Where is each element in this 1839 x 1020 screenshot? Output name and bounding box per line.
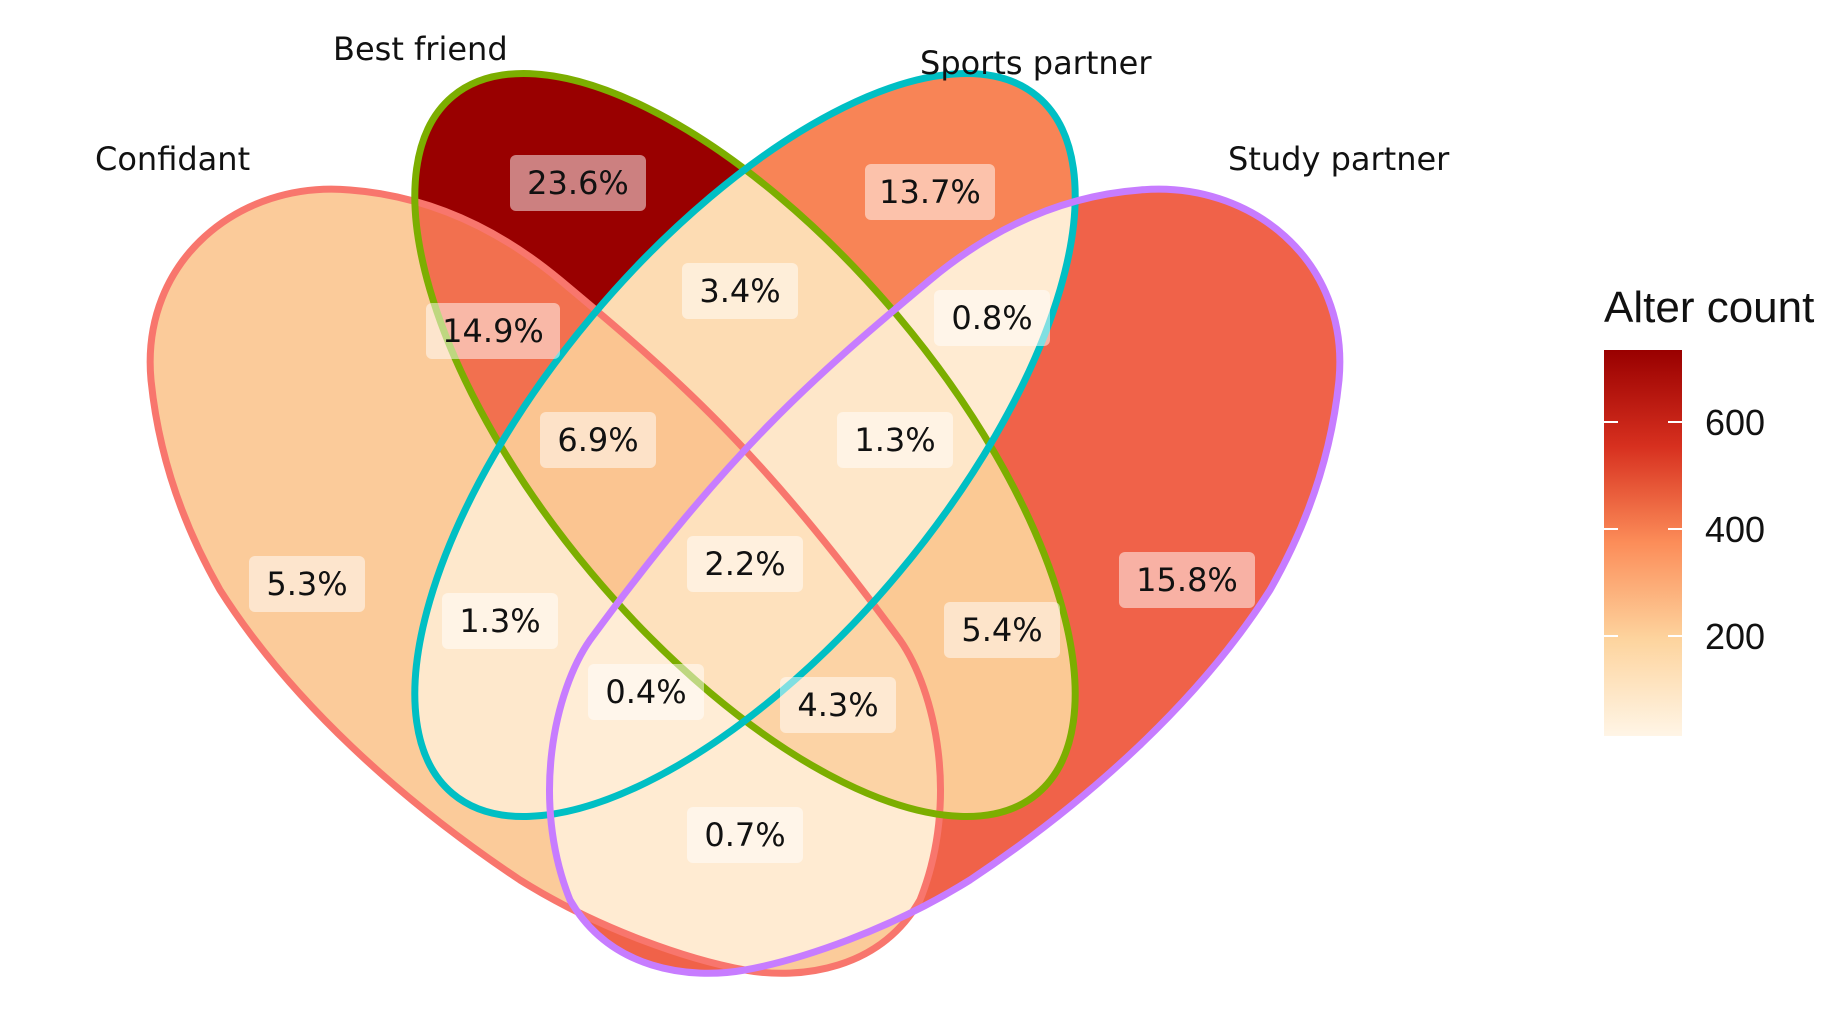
region-label-confidant-best-friend-sports-partner: 6.9% xyxy=(557,421,638,459)
region-label-confidant-best-friend: 14.9% xyxy=(442,312,544,350)
region-label-confidant-sports-partner: 1.3% xyxy=(459,602,540,640)
legend-colorbar xyxy=(1604,350,1682,736)
region-label-best-friend: 23.6% xyxy=(527,164,629,202)
region-label-bg xyxy=(687,536,803,592)
region-label-confidant-study-partner: 0.7% xyxy=(704,816,785,854)
legend-tick-600: 600 xyxy=(1705,402,1765,443)
region-labels: 5.3% 23.6% 13.7% 15.8% 14.9% 3.4% 0.8% 6.9% 1.3%… xyxy=(249,155,1255,863)
legend-tick-marks xyxy=(1604,421,1682,637)
outline-study-partner xyxy=(546,185,1344,977)
set-label-confidant: Confidant xyxy=(95,140,250,178)
region-label-bg xyxy=(934,290,1050,346)
region-label-bg xyxy=(1119,552,1255,608)
region-label-confidant-best-friend-sports-partner-study-partner: 2.2% xyxy=(704,545,785,583)
region-label-bg xyxy=(687,807,803,863)
outline-sports-partner xyxy=(411,69,1079,821)
region-label-bg xyxy=(588,664,704,720)
outline-best-friend xyxy=(411,69,1079,821)
region-label-bg xyxy=(442,593,558,649)
set-label-best-friend: Best friend xyxy=(333,30,508,68)
region-label-confidant-sports-partner-study-partner: 0.4% xyxy=(605,673,686,711)
region-label-bg xyxy=(426,303,560,359)
region-label-bg xyxy=(837,412,953,468)
region-label-sports-partner: 13.7% xyxy=(879,173,981,211)
region-label-best-friend-sports-partner-study-partner: 1.3% xyxy=(854,421,935,459)
set-outlines xyxy=(146,69,1344,977)
region-label-bg xyxy=(682,263,798,319)
region-label-best-friend-sports-partner: 3.4% xyxy=(699,272,780,310)
region-label-confidant: 5.3% xyxy=(266,565,347,603)
region-label-confidant-best-friend-study-partner: 4.3% xyxy=(797,686,878,724)
region-label-bg xyxy=(249,556,365,612)
legend-tick-200: 200 xyxy=(1705,616,1765,657)
region-label-bg xyxy=(780,677,896,733)
legend-tick-400: 400 xyxy=(1705,509,1765,550)
legend-title: Alter count xyxy=(1604,283,1814,332)
set-labels: Confidant Best friend Sports partner Stu… xyxy=(95,30,1450,178)
region-label-bg xyxy=(865,164,995,220)
set-label-study-partner: Study partner xyxy=(1228,140,1450,178)
region-label-sports-partner-study-partner: 0.8% xyxy=(951,299,1032,337)
region-label-best-friend-study-partner: 5.4% xyxy=(961,611,1042,649)
set-label-sports-partner: Sports partner xyxy=(920,44,1152,82)
region-label-bg xyxy=(510,155,646,211)
region-label-bg xyxy=(944,602,1060,658)
legend: Alter count 600 400 200 xyxy=(1604,283,1814,736)
region-label-bg xyxy=(540,412,656,468)
region-label-study-partner: 15.8% xyxy=(1136,561,1238,599)
